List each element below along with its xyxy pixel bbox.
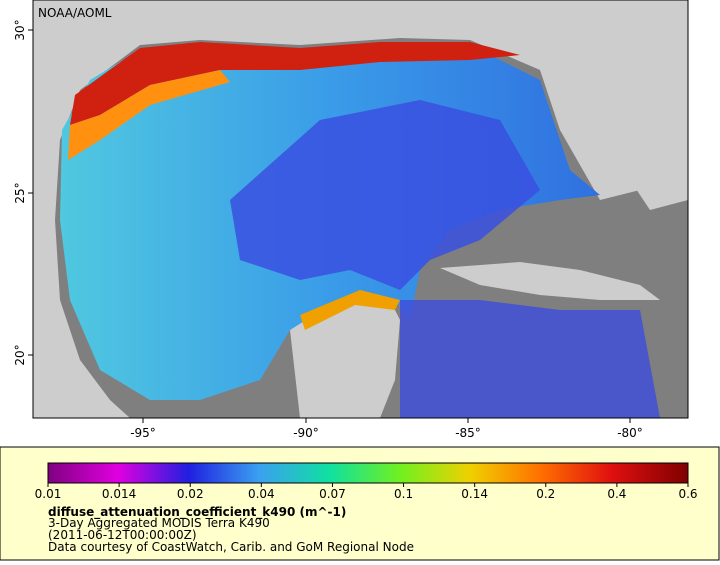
- data-caribbean: [400, 300, 660, 418]
- land-florida: [600, 0, 688, 210]
- data-open-gulf: [230, 100, 540, 290]
- lat-axis: 30° 25° 20°: [13, 19, 33, 366]
- lat-label: 25°: [13, 182, 27, 203]
- legend-line: 3-Day Aggregated MODIS Terra K490: [48, 516, 270, 530]
- land-cuba: [440, 262, 660, 300]
- map-title: NOAA/AOML: [38, 6, 112, 20]
- lat-label: 20°: [13, 344, 27, 365]
- colorbar-label: 0.4: [607, 487, 626, 501]
- colorbar-label: 0.6: [678, 487, 697, 501]
- lon-axis: -95° -90° -85° -80°: [130, 418, 643, 440]
- land-north-west: [33, 0, 688, 418]
- colorbar-label: 0.07: [319, 487, 346, 501]
- colorbar-label: 0.2: [536, 487, 555, 501]
- legend-title: diffuse_attenuation_coefficient_k490 (m^…: [48, 505, 346, 520]
- colorbar: [47, 462, 689, 484]
- lon-label: -80°: [617, 426, 643, 440]
- colorbar-label: 0.1: [394, 487, 413, 501]
- map-area: NOAA/AOML: [32, 0, 689, 419]
- colorbar-label: 0.14: [461, 487, 488, 501]
- lon-label: -95°: [130, 426, 156, 440]
- colorbar-label: 0.04: [248, 487, 275, 501]
- legend-lines: 3-Day Aggregated MODIS Terra K490(2011-0…: [48, 516, 414, 554]
- lon-label: -85°: [455, 426, 481, 440]
- colorbar-label: 0.01: [35, 487, 62, 501]
- lat-label: 30°: [13, 19, 27, 40]
- data-coastal-mid: [68, 70, 230, 160]
- legend-line: Data courtesy of CoastWatch, Carib. and …: [48, 540, 414, 554]
- lon-label: -90°: [293, 426, 319, 440]
- colorbar-label: 0.014: [102, 487, 136, 501]
- data-yucatan-edge: [300, 290, 400, 330]
- colorbar-label: 0.02: [177, 487, 204, 501]
- map-frame: [32, 0, 689, 419]
- colorbar-ticks: 0.01 0.014 0.02 0.04 0.07 0.1 0.14 0.2 0.4 0.6: [35, 483, 698, 501]
- data-coastal-high: [70, 42, 520, 125]
- legend-line: (2011-06-12T00:00:00Z): [48, 528, 197, 542]
